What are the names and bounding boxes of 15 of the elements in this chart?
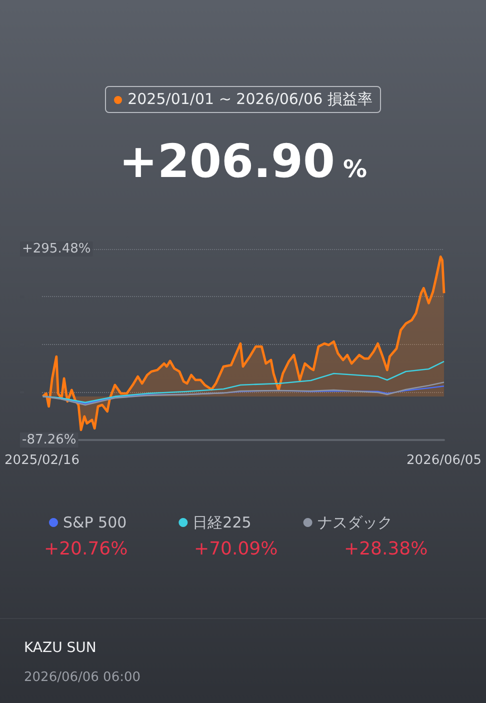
text: KAZU SUN (24, 640, 96, 656)
text: +28.38% (344, 538, 428, 560)
x-tick-label: 2025/02/16 (4, 453, 80, 468)
line-series (42, 382, 445, 406)
y-tick-label: +295.48% (22, 242, 91, 256)
y-tick-label: -87.26% (22, 432, 76, 448)
chart-title: 2025/01/01 ~ 2026/06/06 損益率 (128, 90, 372, 108)
legend-label: 日経225 (192, 514, 252, 532)
x-tick-label: 2026/06/05 (406, 453, 482, 468)
chart-subtitle: +206.90 % (118, 134, 368, 188)
text: 2026/06/06 06:00 (24, 670, 141, 685)
text: +70.09% (194, 538, 278, 560)
text: +20.76% (44, 538, 128, 560)
legend-label: ナスダック (317, 514, 392, 532)
legend-label: S&P 500 (63, 514, 127, 532)
